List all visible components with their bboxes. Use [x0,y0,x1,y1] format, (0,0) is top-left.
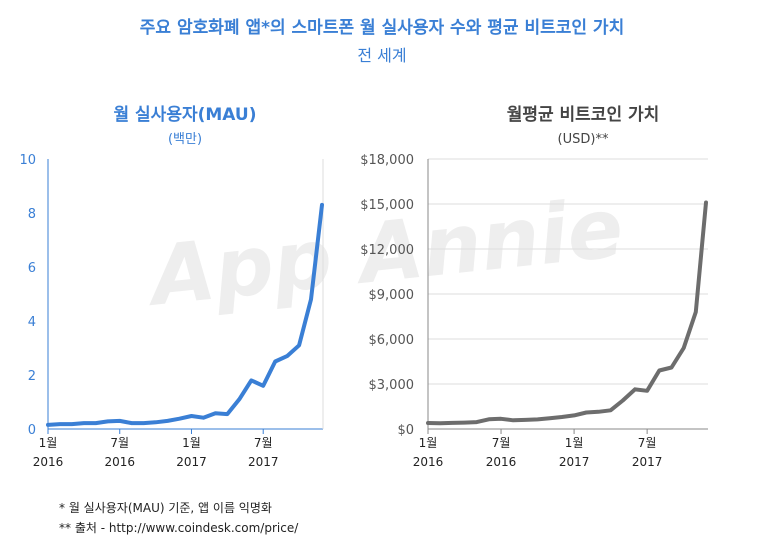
btc-chart-title: 월평균 비트코인 가치 [507,105,660,125]
btc-x-tick-year: 2016 [486,455,517,469]
mau-x-tick-month: 7월 [110,436,129,450]
mau-y-tick-label: 4 [28,315,36,330]
mau-x-tick-year: 2016 [104,455,135,469]
mau-x-tick-year: 2017 [176,455,207,469]
btc-y-tick-label: $0 [397,423,414,438]
mau-y-tick-label: 2 [28,369,36,384]
btc-x-tick-month: 7월 [492,436,511,450]
btc-x-tick-year: 2016 [413,455,444,469]
mau-y-tick-label: 10 [19,153,36,168]
btc-series-line [426,200,708,426]
btc-x-tick-month: 1월 [419,436,438,450]
mau-x-tick-month: 7월 [254,436,273,450]
mau-y-tick-label: 6 [28,261,36,276]
btc-y-tick-label: $6,000 [369,333,415,348]
mau-x-tick-year: 2017 [248,455,279,469]
btc-y-tick-label: $12,000 [360,243,414,258]
mau-y-tick-label: 8 [28,207,36,222]
btc-x-tick-year: 2017 [632,455,663,469]
footnote-source: ** 출처 - http://www.coindesk.com/price/ [59,521,299,535]
mau-chart-title: 월 실사용자(MAU) [113,105,256,125]
btc-y-tick-label: $3,000 [369,378,415,393]
page-title: 주요 암호화폐 앱*의 스마트폰 월 실사용자 수와 평균 비트코인 가치 [139,18,625,38]
mau-x-tick-month: 1월 [39,436,58,450]
mau-chart-subtitle: (백만) [168,132,202,147]
mau-x-tick-year: 2016 [33,455,64,469]
btc-x-tick-month: 1월 [565,436,584,450]
btc-y-tick-label: $15,000 [360,198,414,213]
mau-y-tick-label: 0 [28,423,36,438]
btc-y-tick-label: $18,000 [360,153,414,168]
btc-x-tick-month: 7월 [638,436,657,450]
btc-x-tick-year: 2017 [559,455,590,469]
footnote-mau: * 월 실사용자(MAU) 기준, 앱 이름 익명화 [59,501,272,515]
page-subtitle: 전 세계 [357,46,407,65]
btc-y-tick-label: $9,000 [369,288,415,303]
btc-chart-subtitle: (USD)** [558,132,609,147]
mau-series-line [46,202,324,427]
mau-x-tick-month: 1월 [182,436,201,450]
